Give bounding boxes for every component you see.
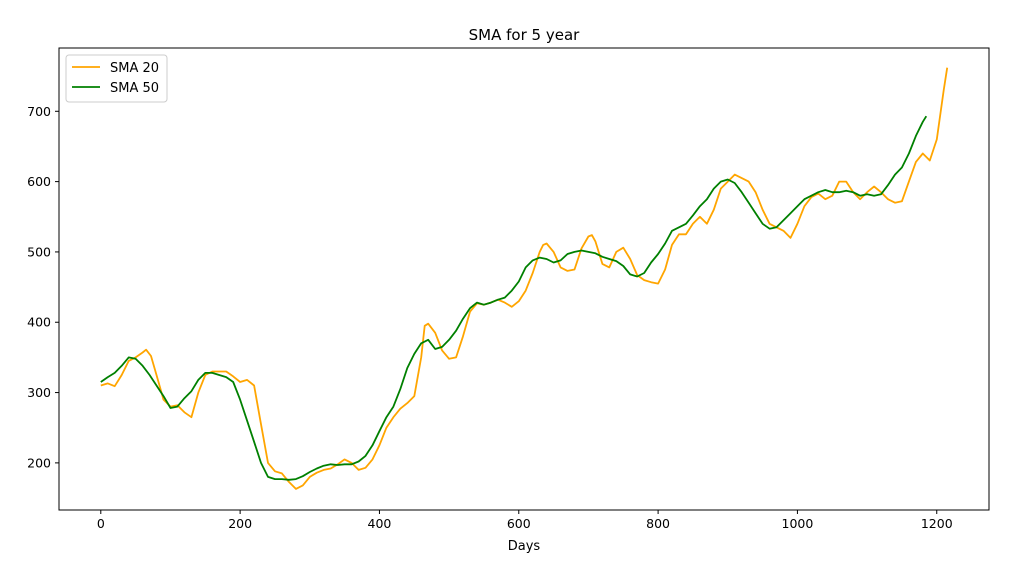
y-axis-ticks: 200 300 400 500 600 700 (27, 104, 59, 470)
series-line-sma-20 (100, 67, 949, 490)
x-tick-label: 600 (507, 516, 531, 531)
x-axis-label: Days (508, 539, 541, 554)
y-tick-label: 600 (27, 174, 51, 189)
x-tick-label: 1000 (782, 516, 814, 531)
legend: SMA 20 SMA 50 (65, 54, 168, 103)
plot-lines (100, 67, 949, 490)
x-tick-label: 400 (368, 516, 392, 531)
y-tick-label: 400 (27, 315, 51, 330)
series-line-sma-50 (100, 115, 928, 481)
legend-label-sma-20: SMA 20 (110, 61, 159, 76)
y-tick-label: 700 (27, 104, 51, 119)
legend-label-sma-50: SMA 50 (110, 81, 159, 96)
x-tick-label: 1200 (921, 516, 953, 531)
x-axis-ticks: 0 200 400 600 800 1000 1200 (97, 510, 953, 531)
chart-title: SMA for 5 year (469, 26, 580, 44)
y-tick-label: 300 (27, 385, 51, 400)
x-tick-label: 800 (646, 516, 670, 531)
x-tick-label: 200 (228, 516, 252, 531)
y-tick-label: 200 (27, 455, 51, 470)
y-tick-label: 500 (27, 244, 51, 259)
x-tick-label: 0 (97, 516, 105, 531)
plot-frame (58, 47, 990, 511)
